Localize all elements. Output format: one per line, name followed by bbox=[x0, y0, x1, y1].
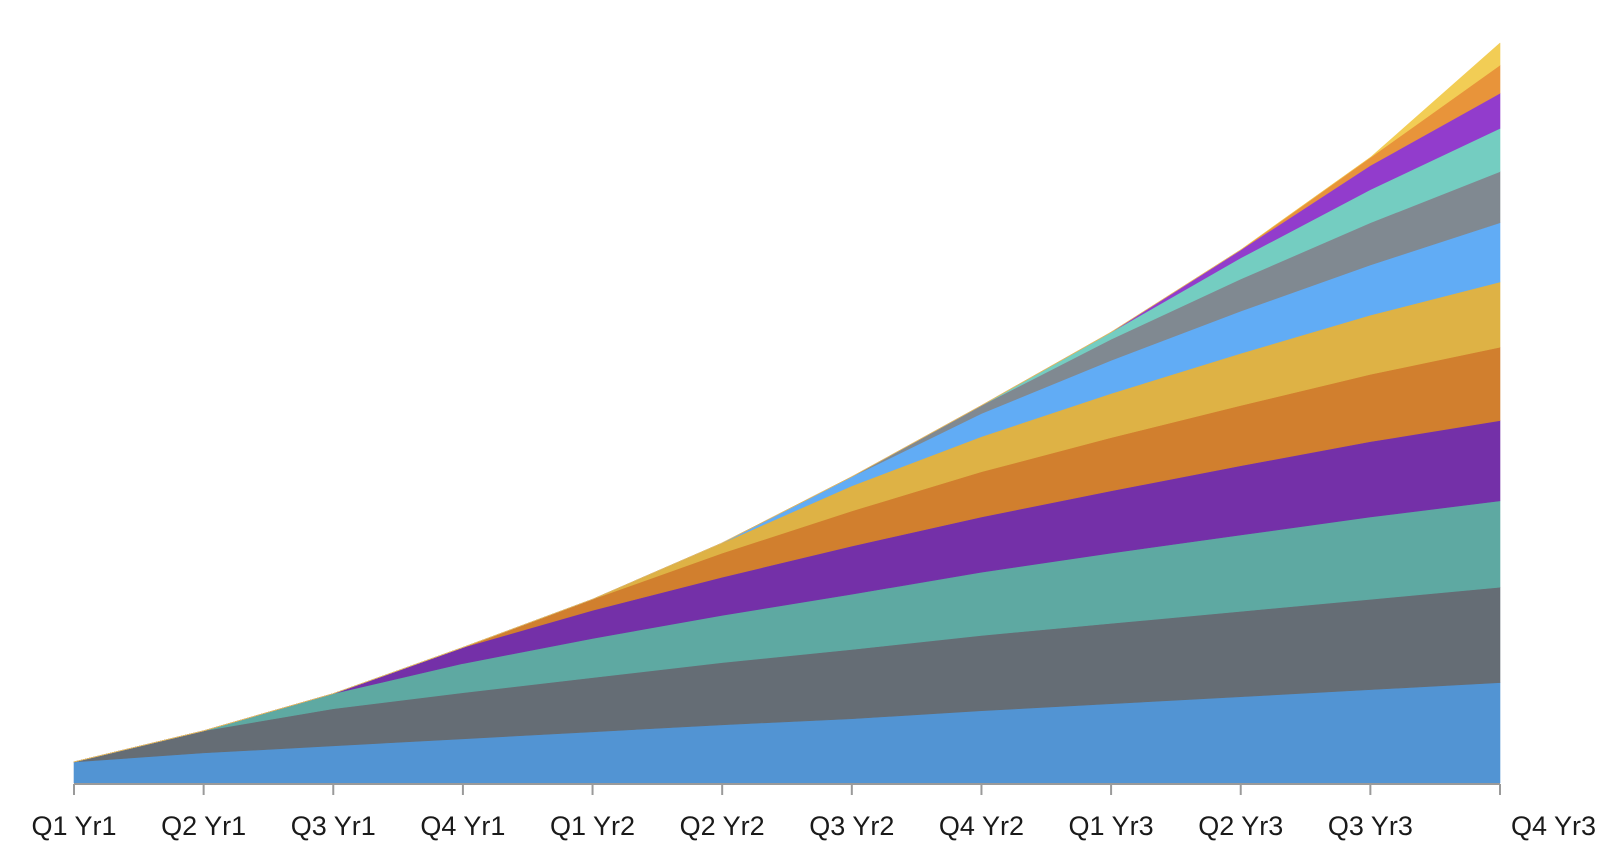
x-axis-ticks bbox=[73, 784, 1501, 795]
x-tick-label: Q4 Yr3 bbox=[1511, 811, 1596, 841]
x-tick-label: Q3 Yr2 bbox=[809, 811, 894, 841]
x-tick-label: Q4 Yr2 bbox=[939, 811, 1024, 841]
x-axis-tick-labels: Q1 Yr1 Q2 Yr1 Q3 Yr1 Q4 Yr1 Q1 Yr2 Q2 Yr2 Q3 Y… bbox=[31, 811, 1596, 841]
x-tick-label: Q3 Yr1 bbox=[291, 811, 376, 841]
x-tick-label: Q2 Yr3 bbox=[1198, 811, 1283, 841]
x-tick-label: Q3 Yr3 bbox=[1328, 811, 1413, 841]
x-tick-label: Q1 Yr3 bbox=[1069, 811, 1154, 841]
area-series-12 bbox=[73, 42, 1501, 763]
x-tick-label: Q1 Yr1 bbox=[31, 811, 116, 841]
x-tick-label: Q1 Yr2 bbox=[550, 811, 635, 841]
x-tick-label: Q4 Yr1 bbox=[420, 811, 505, 841]
x-tick-label: Q2 Yr1 bbox=[161, 811, 246, 841]
x-tick-label: Q2 Yr2 bbox=[680, 811, 765, 841]
area-series-group bbox=[73, 42, 1501, 784]
